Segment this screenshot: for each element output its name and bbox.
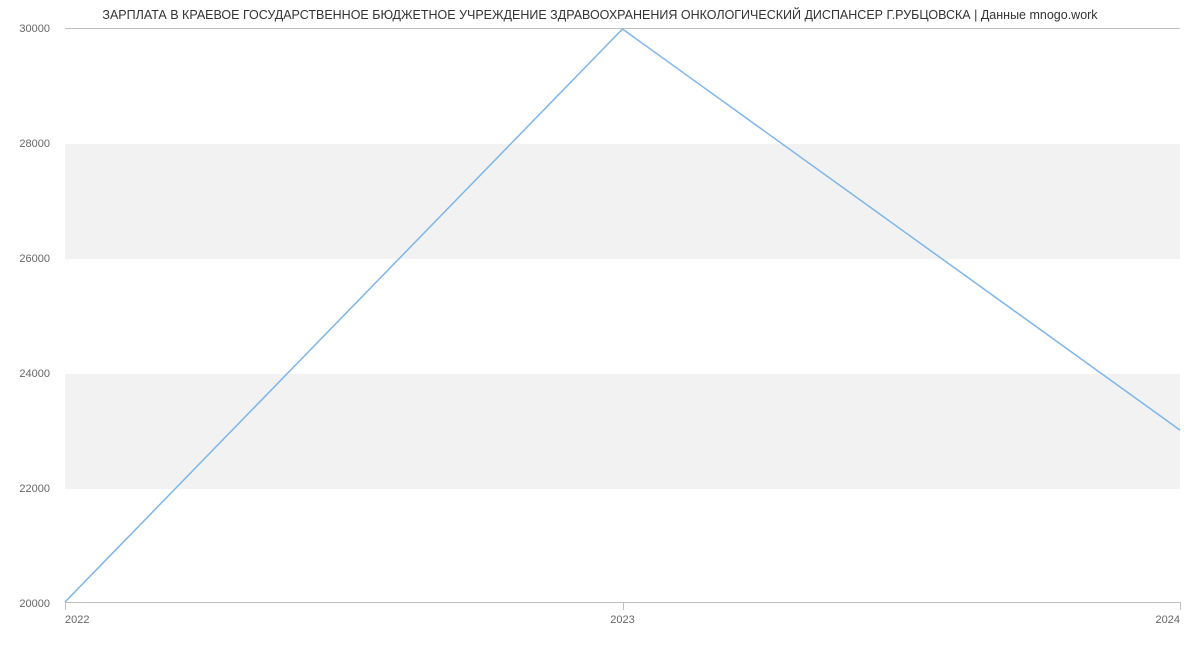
y-axis-tick-label: 20000 (0, 598, 50, 610)
y-axis-tick-label: 24000 (0, 368, 50, 380)
x-axis-tick-label: 2023 (610, 614, 634, 626)
y-axis-tick-label: 30000 (0, 23, 50, 35)
x-axis-tick (65, 602, 66, 610)
x-axis-tick-label: 2022 (65, 614, 89, 626)
chart-title: ЗАРПЛАТА В КРАЕВОЕ ГОСУДАРСТВЕННОЕ БЮДЖЕ… (0, 8, 1200, 22)
x-axis-tick (623, 602, 624, 610)
y-axis-tick-label: 28000 (0, 138, 50, 150)
line-series (65, 29, 1180, 602)
plot-area: 2000022000240002600028000300002022202320… (65, 28, 1180, 603)
y-axis-tick-label: 22000 (0, 483, 50, 495)
chart-container: 2000022000240002600028000300002022202320… (10, 28, 1190, 638)
x-axis-tick-label: 2024 (1156, 614, 1180, 626)
salary-line (65, 29, 1180, 602)
y-axis-tick-label: 26000 (0, 253, 50, 265)
x-axis-tick (1180, 602, 1181, 610)
